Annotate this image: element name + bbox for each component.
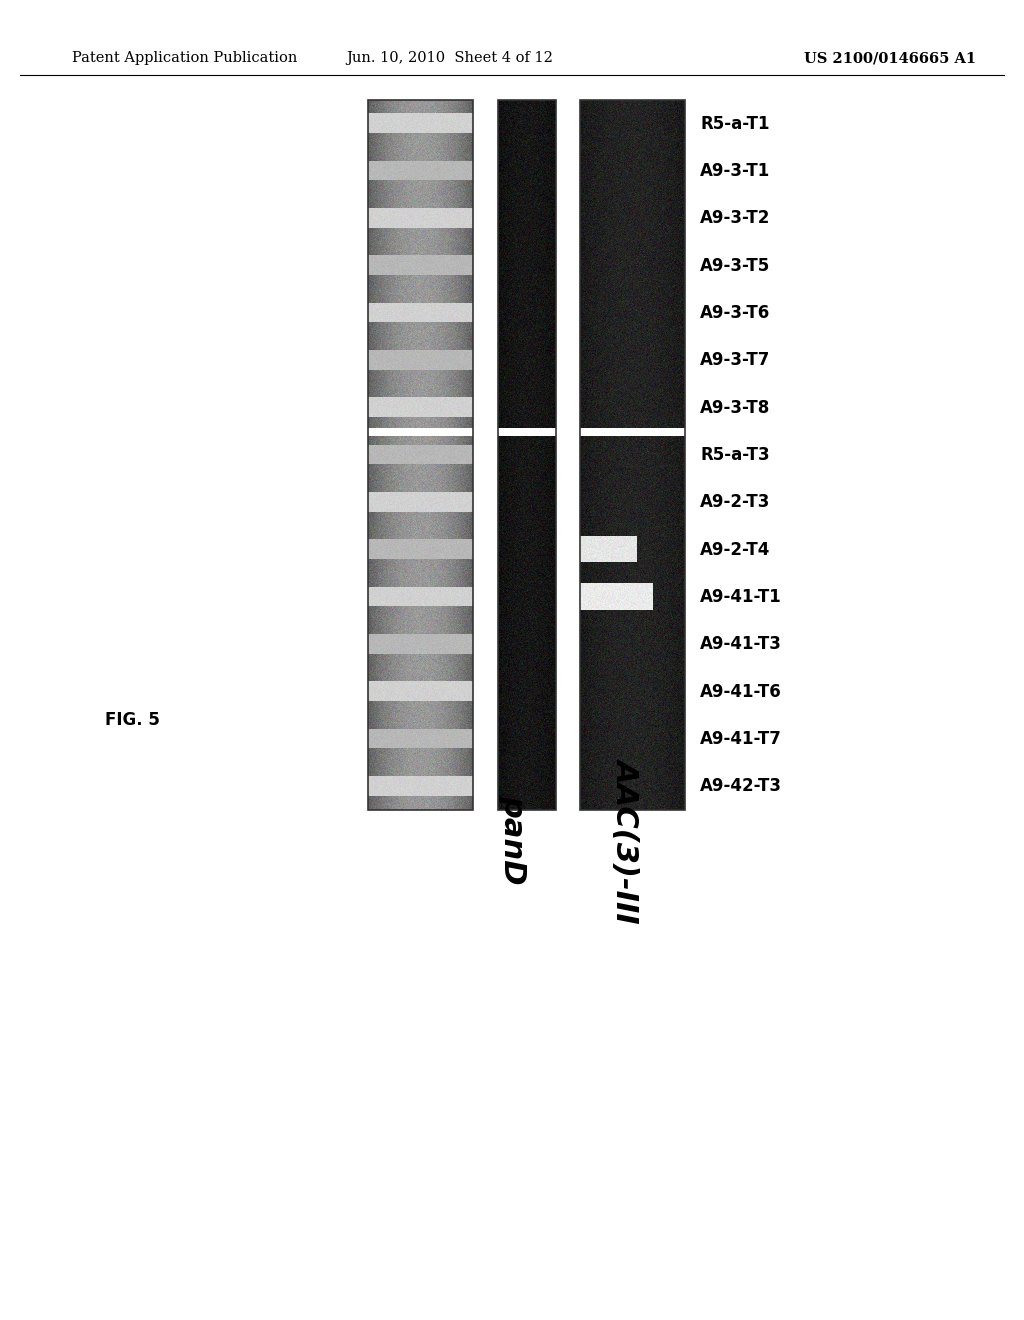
Text: A9-41-T7: A9-41-T7	[700, 730, 782, 748]
Text: R5-a-T3: R5-a-T3	[700, 446, 770, 465]
Text: Patent Application Publication: Patent Application Publication	[72, 51, 297, 65]
Text: A9-2-T3: A9-2-T3	[700, 494, 770, 511]
Text: AAC(3)-III: AAC(3)-III	[611, 758, 640, 923]
Text: A9-3-T1: A9-3-T1	[700, 162, 770, 180]
Text: Jun. 10, 2010  Sheet 4 of 12: Jun. 10, 2010 Sheet 4 of 12	[346, 51, 553, 65]
Text: A9-41-T1: A9-41-T1	[700, 587, 781, 606]
Text: A9-41-T6: A9-41-T6	[700, 682, 781, 701]
Text: panD: panD	[498, 795, 527, 884]
Text: A9-3-T7: A9-3-T7	[700, 351, 770, 370]
Bar	[498, 100, 556, 810]
Text: A9-2-T4: A9-2-T4	[700, 541, 770, 558]
Text: US 2100/0146665 A1: US 2100/0146665 A1	[804, 51, 976, 65]
Bar	[580, 100, 685, 810]
Bar	[368, 100, 473, 810]
Text: FIG. 5: FIG. 5	[105, 711, 160, 729]
Text: A9-41-T3: A9-41-T3	[700, 635, 782, 653]
Text: A9-3-T5: A9-3-T5	[700, 256, 770, 275]
Text: A9-3-T6: A9-3-T6	[700, 304, 770, 322]
Text: A9-42-T3: A9-42-T3	[700, 777, 782, 796]
Text: R5-a-T1: R5-a-T1	[700, 115, 769, 133]
Text: A9-3-T2: A9-3-T2	[700, 210, 770, 227]
Text: A9-3-T8: A9-3-T8	[700, 399, 770, 417]
